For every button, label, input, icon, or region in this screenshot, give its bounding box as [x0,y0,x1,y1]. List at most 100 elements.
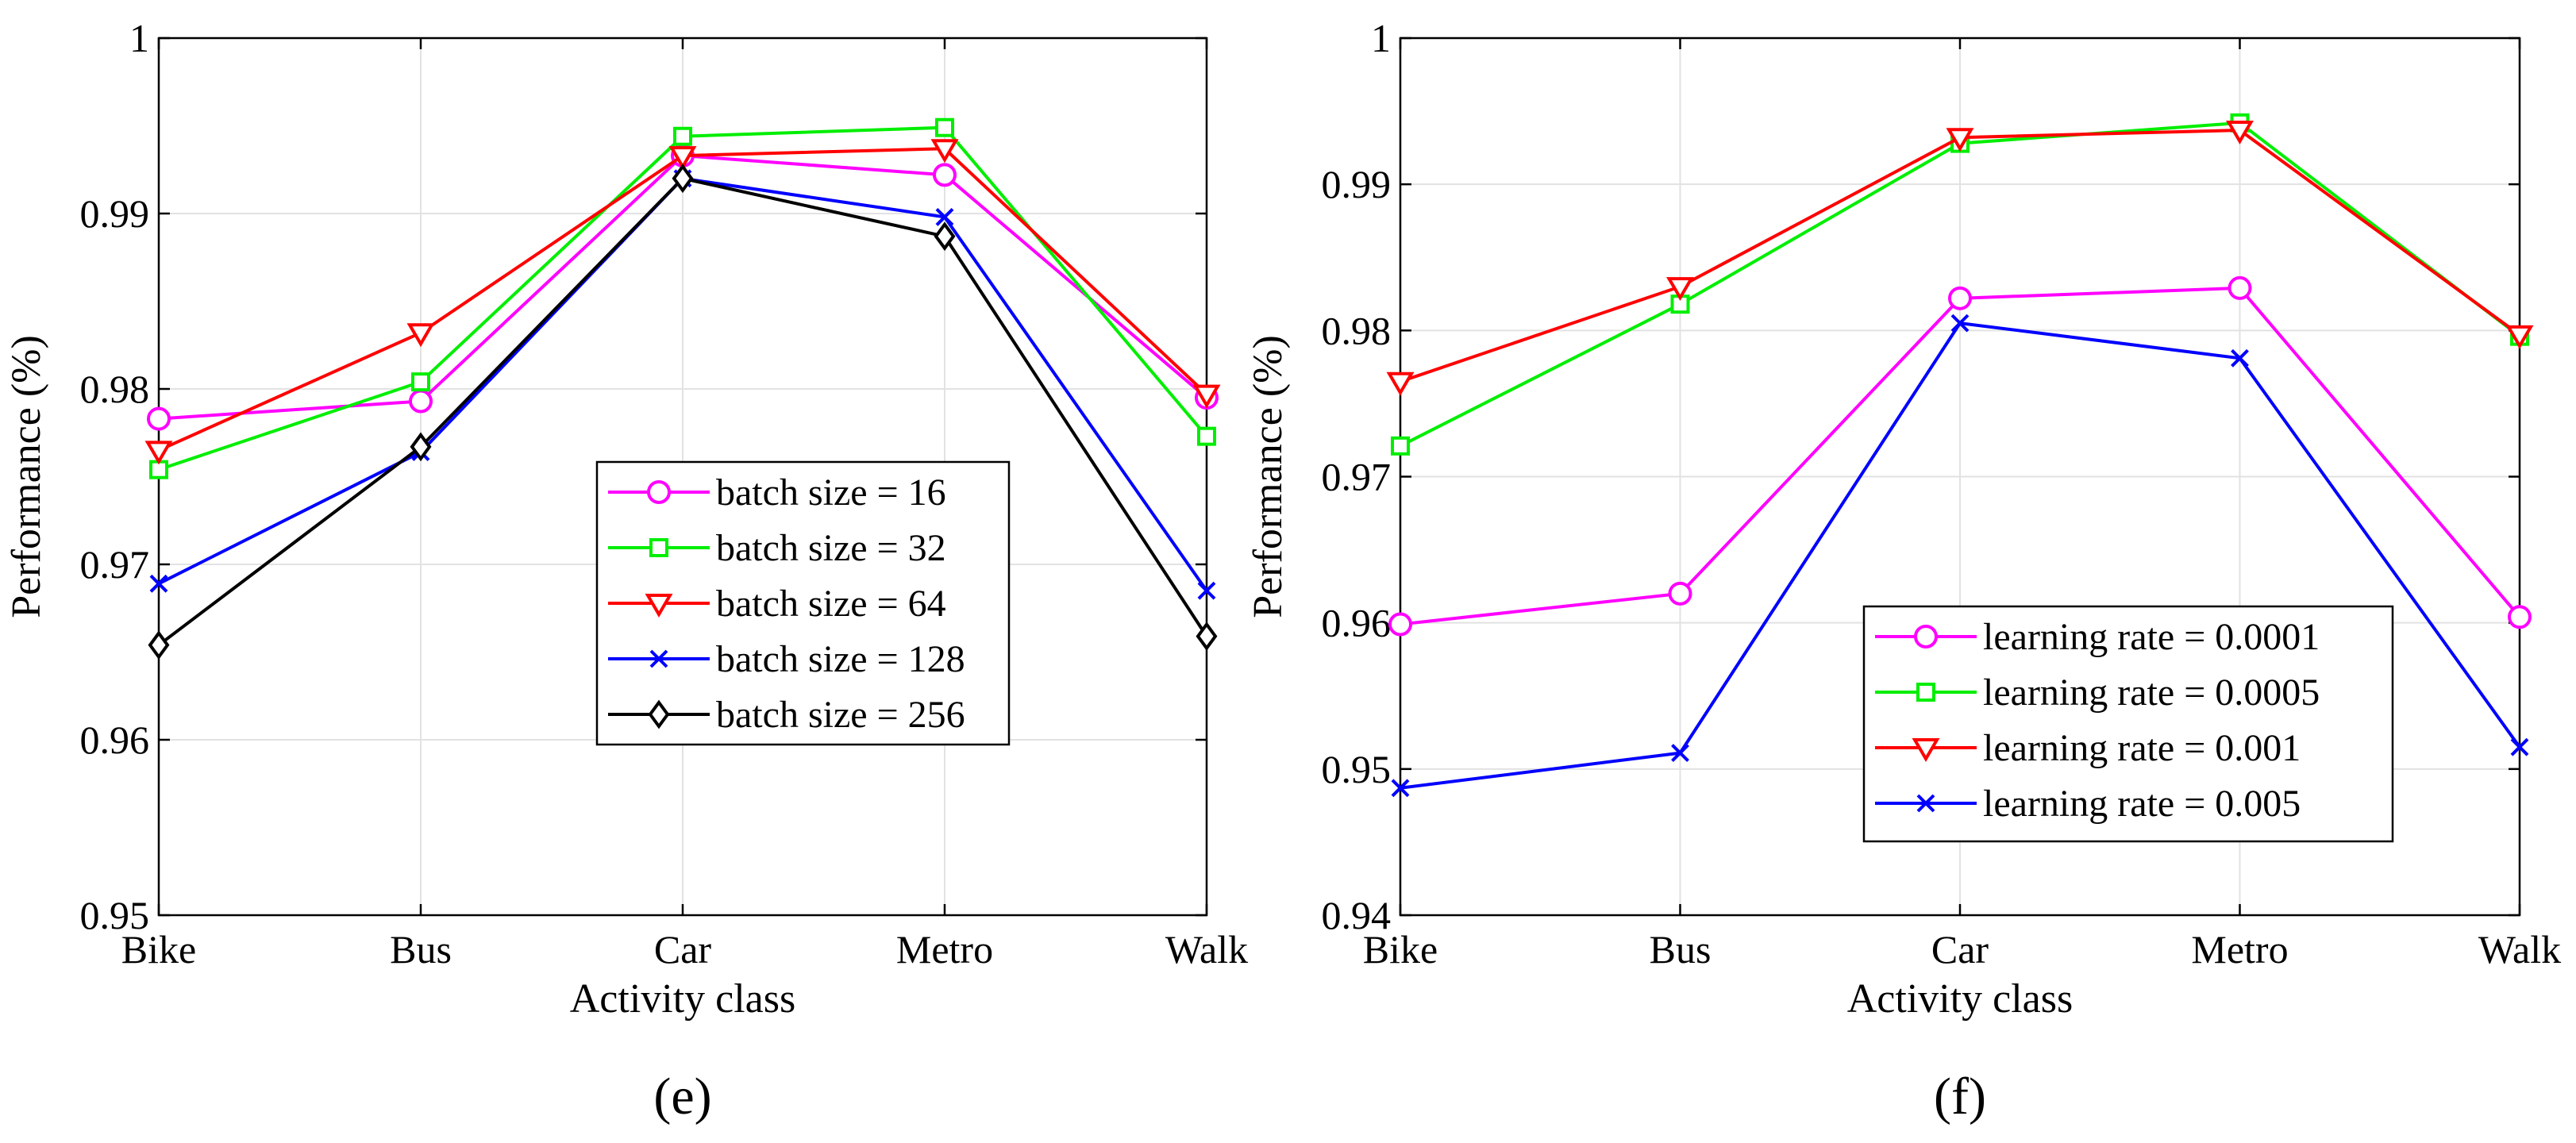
legend-marker [649,649,668,668]
chart-panel-0: 0.95 0.96 0.97 0.98 0.99 1 Bike Bus Car Metro Walk… [4,16,1248,1126]
x-tick-label: Bus [1650,927,1712,972]
series-0 [1388,275,2532,637]
data-point [147,406,171,431]
data-point [935,208,954,226]
legend: learning rate = 0.0001 learning rate = 0.… [1862,605,2394,843]
chart-panel-1: 0.94 0.95 0.96 0.97 0.98 0.99 1 Bike Bus Car Metro… [1246,16,2561,1126]
y-tick-label: 1 [1371,16,1391,60]
y-axis-label: Performance (%) [4,335,49,618]
data-point [148,630,170,660]
series-2 [1386,121,2534,396]
legend-marker [1914,625,1938,648]
x-tick-label: Bike [121,927,196,972]
data-point [1386,371,1415,396]
legend-item: learning rate = 0.001 [1875,727,2301,769]
data-point [2510,737,2529,756]
series-3 [1391,314,2529,798]
panel-label: (e) [653,1068,711,1126]
data-point [411,372,430,392]
legend-item: batch size = 32 [608,527,946,569]
legend-label: learning rate = 0.005 [1983,783,2301,825]
x-tick-label: Bus [390,927,452,972]
data-point [1388,612,1412,637]
y-tick-label: 0.98 [1322,308,1392,352]
legend-item: batch size = 16 [608,471,946,514]
y-tick-label: 0.96 [80,718,150,762]
y-tick-label: 0.99 [1322,162,1392,206]
data-point [933,163,957,187]
legend-label: batch size = 32 [716,527,946,569]
data-point [409,389,433,414]
data-point [934,221,956,252]
x-tick-label: Car [654,927,712,972]
y-tick-label: 0.94 [1322,893,1392,937]
legend-marker [1916,683,1935,702]
legend-marker [647,480,671,504]
y-tick-label: 0.99 [80,191,150,236]
data-point [144,441,173,465]
data-point [2228,275,2252,300]
data-point [149,574,168,593]
y-tick-label: 0.95 [1322,747,1392,791]
data-point [1391,436,1410,456]
legend-label: batch size = 64 [716,583,946,625]
x-tick-label: Car [1931,927,1989,972]
data-point [1668,581,1692,606]
y-tick-label: 0.97 [80,542,150,587]
data-point [673,126,692,146]
data-point [668,146,697,171]
legend: batch size = 16 batch size = 32 batch size… [595,460,1011,746]
x-tick-label: Bike [1363,927,1438,972]
series-4 [148,164,1218,660]
data-point [2226,121,2254,144]
data-point [2508,605,2532,629]
data-point [930,139,959,164]
panel-label: (f) [1934,1068,1986,1126]
legend-item: batch size = 256 [608,694,965,736]
data-point [1948,286,1972,310]
y-tick-label: 1 [129,16,149,60]
y-tick-label: 0.95 [80,893,150,937]
data-point [1671,744,1689,762]
legend-marker [1916,794,1935,813]
x-tick-label: Walk [1165,927,1248,972]
legend-item: learning rate = 0.0001 [1875,616,2320,658]
data-point [1197,581,1216,600]
x-axis-label: Activity class [1847,976,2074,1022]
legend-marker [645,594,673,618]
y-tick-label: 0.98 [80,367,150,411]
data-point [1666,277,1694,302]
y-tick-label: 0.97 [1322,455,1392,499]
legend-label: learning rate = 0.0001 [1983,616,2320,658]
legend-item: learning rate = 0.005 [1875,783,2301,825]
legend-label: learning rate = 0.001 [1983,727,2301,769]
y-axis-label: Performance (%) [1246,335,1291,618]
data-point [1192,384,1221,409]
data-point [1946,128,1974,152]
data-point [935,117,954,137]
x-axis-label: Activity class [570,976,796,1022]
legend-label: batch size = 16 [716,471,946,514]
data-point [1391,779,1410,798]
legend-label: batch size = 256 [716,694,965,736]
data-point [2505,325,2534,349]
x-tick-label: Metro [896,927,993,972]
legend-item: batch size = 64 [608,583,946,625]
legend-item: learning rate = 0.0005 [1875,672,2320,714]
series-2 [144,139,1221,465]
data-point [1950,314,1970,333]
legend-marker [649,538,668,557]
data-point [406,323,435,348]
data-point [410,432,432,462]
legend-label: batch size = 128 [716,638,965,680]
x-tick-label: Walk [2478,927,2561,972]
data-point [672,164,694,194]
data-point [1196,622,1218,651]
x-tick-label: Metro [2191,927,2288,972]
legend-label: learning rate = 0.0005 [1983,672,2320,714]
legend-marker [648,699,670,729]
y-tick-label: 0.96 [1322,601,1392,645]
data-point [2231,348,2249,368]
data-point [1197,426,1216,446]
